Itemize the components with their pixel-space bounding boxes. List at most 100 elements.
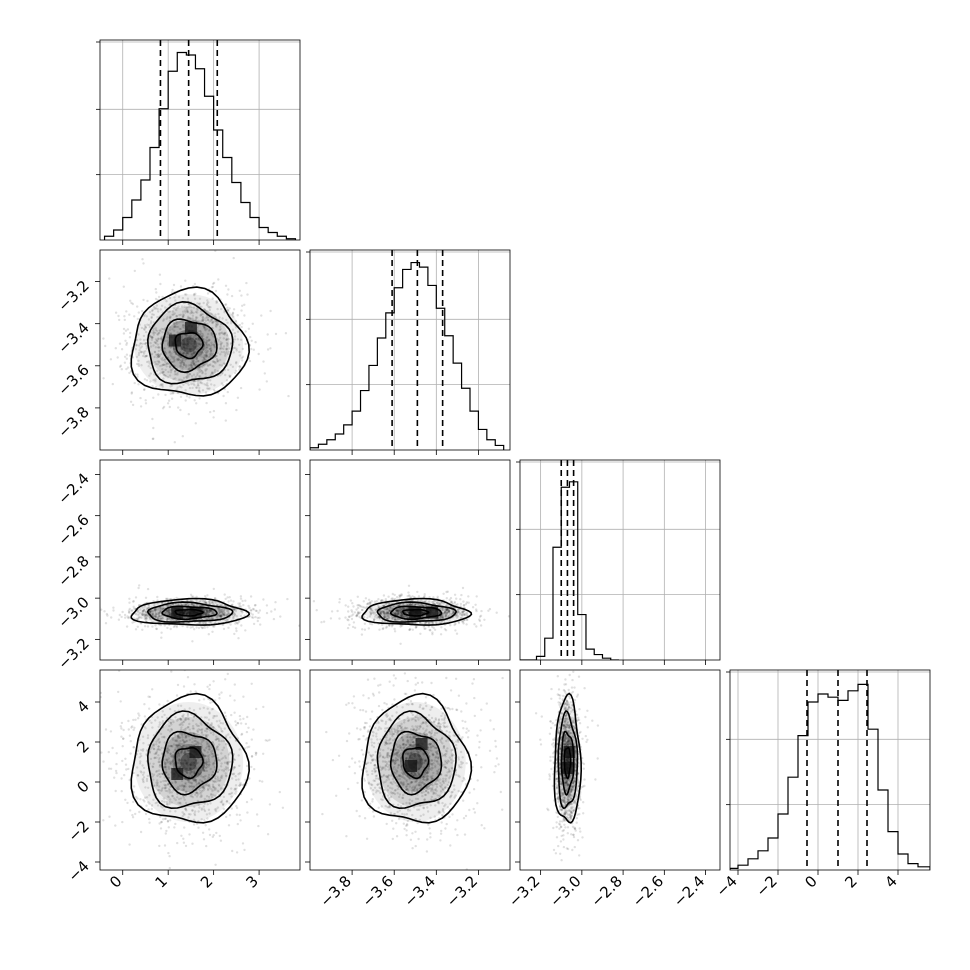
sample-point <box>357 603 360 607</box>
sample-point <box>151 765 154 768</box>
sample-point <box>241 347 245 351</box>
sample-point <box>401 614 405 618</box>
sample-point <box>385 607 388 610</box>
sample-point <box>140 754 143 758</box>
sample-point <box>138 611 142 615</box>
sample-point <box>443 612 446 615</box>
sample-point <box>155 740 158 743</box>
sample-point <box>169 730 172 733</box>
sample-point <box>203 595 207 598</box>
sample-point <box>445 611 449 615</box>
sample-point <box>150 316 153 320</box>
sample-point <box>156 307 159 311</box>
sample-point <box>204 309 208 313</box>
sample-point <box>158 273 162 276</box>
sample-point <box>211 600 214 604</box>
sample-point <box>445 613 448 616</box>
sample-point <box>184 616 187 619</box>
sample-point <box>507 615 510 618</box>
scatter-panel-1-2 <box>309 459 511 661</box>
sample-point <box>224 772 227 775</box>
sample-point <box>59 796 61 798</box>
sample-point <box>206 727 209 730</box>
sample-point <box>174 299 177 302</box>
sample-point <box>209 347 212 351</box>
sample-point <box>204 391 208 394</box>
sample-point <box>391 617 394 620</box>
sample-point <box>174 350 177 354</box>
sample-point <box>265 611 269 615</box>
sample-point <box>194 317 198 320</box>
sample-point <box>186 338 189 341</box>
sample-point <box>192 603 195 607</box>
sample-point <box>183 343 186 346</box>
sample-point <box>198 789 201 792</box>
sample-point <box>237 754 240 757</box>
sample-point <box>203 601 207 604</box>
sample-point <box>356 604 359 607</box>
sample-point <box>145 796 149 799</box>
sample-point <box>161 385 164 388</box>
sample-point <box>195 319 198 322</box>
sample-point <box>208 761 211 764</box>
sample-point <box>167 611 170 614</box>
sample-point <box>172 750 175 754</box>
sample-point <box>115 752 118 755</box>
sample-point <box>220 614 223 617</box>
sample-point <box>284 332 288 335</box>
sample-point <box>182 837 185 840</box>
sample-point <box>185 395 189 398</box>
sample-point <box>407 603 410 606</box>
sample-point <box>225 351 228 354</box>
sample-point <box>227 337 230 341</box>
sample-point <box>446 611 449 615</box>
sample-point <box>212 763 215 766</box>
sample-point <box>398 603 402 606</box>
sample-point <box>124 339 127 342</box>
sample-point <box>163 808 166 812</box>
sample-point <box>405 603 408 606</box>
sample-point <box>385 608 388 612</box>
sample-point <box>176 359 179 362</box>
sample-point <box>211 332 214 335</box>
sample-point <box>205 608 208 612</box>
sample-point <box>201 316 204 319</box>
sample-point <box>212 611 215 615</box>
sample-point <box>154 624 157 627</box>
sample-point <box>157 355 160 358</box>
sample-point <box>243 303 246 306</box>
sample-point <box>104 728 108 731</box>
sample-point <box>154 615 158 619</box>
sample-point <box>211 789 214 793</box>
sample-point <box>206 387 209 390</box>
sample-point <box>379 611 382 614</box>
sample-point <box>200 334 204 338</box>
sample-point <box>363 615 366 619</box>
sample-point <box>206 364 210 368</box>
sample-point <box>166 751 169 755</box>
sample-point <box>346 626 350 630</box>
sample-point <box>176 792 179 796</box>
sample-point <box>207 387 210 390</box>
sample-point <box>385 617 388 620</box>
sample-point <box>253 604 257 607</box>
sample-point <box>400 607 403 610</box>
sample-point <box>445 608 448 611</box>
sample-point <box>123 773 126 777</box>
sample-point <box>145 347 148 350</box>
sample-point <box>386 608 389 611</box>
sample-point <box>399 614 403 618</box>
sample-point <box>142 339 146 342</box>
sample-point <box>211 321 215 324</box>
sample-point <box>168 351 171 354</box>
sample-point <box>209 352 213 355</box>
sample-point <box>262 598 265 601</box>
sample-point <box>449 600 453 604</box>
sample-point <box>427 625 430 628</box>
sample-point <box>232 768 235 771</box>
sample-point <box>186 343 189 346</box>
sample-point <box>421 611 425 614</box>
sample-point <box>178 736 181 740</box>
sample-point <box>387 612 390 615</box>
sample-point <box>232 611 236 615</box>
